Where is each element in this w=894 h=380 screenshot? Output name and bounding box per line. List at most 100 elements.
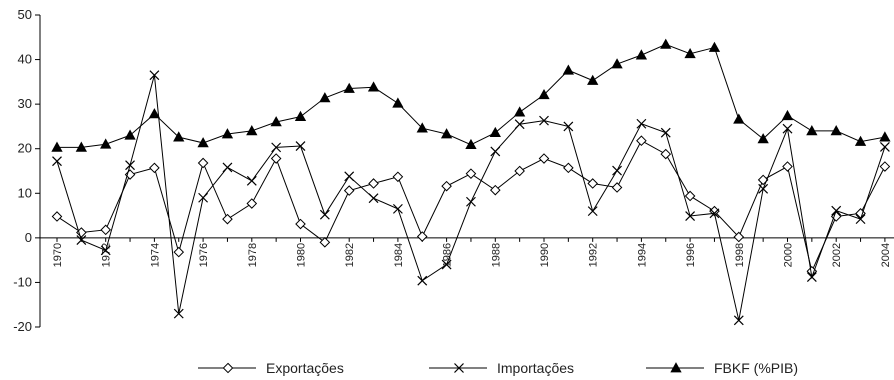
data-point-importacoes <box>806 272 817 283</box>
data-point-exportacoes <box>149 162 160 174</box>
data-point-importacoes <box>831 205 842 216</box>
x-tick-label: 1982 <box>344 243 356 267</box>
series-fbkf <box>51 38 891 152</box>
x-mark-stroke <box>319 209 330 220</box>
data-point-importacoes <box>782 123 793 134</box>
x-mark-stroke <box>758 183 769 194</box>
data-point-importacoes <box>271 142 282 153</box>
x-mark-stroke <box>222 162 233 173</box>
data-point-exportacoes <box>197 157 209 169</box>
x-axis: 1970 1972 1974 1976 1978 1980 1982 1984 1986 1988… <box>40 237 894 267</box>
data-point-importacoes <box>660 127 671 138</box>
x-mark-stroke <box>879 142 890 152</box>
data-point-exportacoes <box>563 162 574 174</box>
data-point-fbkf <box>440 128 453 139</box>
data-point-fbkf <box>465 138 477 150</box>
data-point-exportacoes <box>343 185 355 196</box>
data-point-exportacoes <box>660 148 672 160</box>
data-point-fbkf <box>489 126 501 138</box>
data-point-exportacoes <box>830 211 842 222</box>
data-point-fbkf <box>514 106 526 117</box>
data-point-exportacoes <box>514 165 525 177</box>
x-tick-label: 1994 <box>636 243 648 267</box>
data-point-fbkf <box>124 129 136 140</box>
data-point-importacoes <box>490 146 501 157</box>
legend-item-importacoes: Importações <box>429 360 574 376</box>
data-point-fbkf <box>416 122 428 133</box>
data-point-fbkf <box>879 131 891 142</box>
x-mark-stroke <box>454 363 464 373</box>
x-mark-stroke <box>636 118 647 129</box>
data-point-importacoes <box>612 165 622 176</box>
x-mark-stroke <box>149 70 160 81</box>
data-point-fbkf <box>538 88 550 100</box>
x-tick-label: 1980 <box>296 243 308 267</box>
data-point-fbkf <box>270 116 282 127</box>
data-point-importacoes <box>173 308 184 319</box>
data-point-exportacoes <box>611 182 623 193</box>
x-mark-stroke <box>685 211 696 221</box>
data-point-fbkf <box>587 74 599 85</box>
data-point-exportacoes <box>270 153 282 164</box>
data-point-importacoes <box>295 141 306 151</box>
x-mark-stroke <box>466 196 476 207</box>
data-point-importacoes <box>149 70 160 81</box>
y-tick-label: -10 <box>13 274 32 289</box>
y-axis: -20 -10 0 10 20 30 40 50 <box>13 7 41 334</box>
data-point-fbkf <box>635 49 648 60</box>
x-mark-stroke <box>173 308 184 319</box>
data-point-exportacoes <box>100 224 112 236</box>
data-point-importacoes <box>222 162 233 173</box>
data-point-fbkf <box>294 110 307 121</box>
series-importacoes-line <box>56 75 886 321</box>
data-point-fbkf <box>733 113 745 124</box>
data-point-fbkf <box>611 58 623 69</box>
legend: Exportações Importações FBKF (%PIB) <box>198 360 798 376</box>
data-point-fbkf <box>319 92 331 103</box>
data-point-exportacoes <box>587 178 599 189</box>
data-point-importacoes <box>198 192 209 203</box>
x-tick-label: 1976 <box>198 243 210 267</box>
x-mark-stroke <box>490 146 501 157</box>
data-point-importacoes <box>733 315 744 326</box>
x-mark-stroke <box>782 123 793 134</box>
x-mark-stroke <box>246 175 257 186</box>
data-point-fbkf <box>684 47 696 59</box>
data-point-exportacoes <box>51 211 63 222</box>
data-point-exportacoes <box>246 198 258 209</box>
data-point-importacoes <box>454 363 464 373</box>
x-tick-label: 1998 <box>734 243 746 267</box>
data-point-fbkf <box>806 125 818 136</box>
data-point-importacoes <box>125 160 135 171</box>
x-tick-label: 2002 <box>831 243 843 267</box>
data-point-importacoes <box>344 171 355 182</box>
data-point-importacoes <box>441 259 452 270</box>
x-mark-stroke <box>295 141 306 151</box>
x-tick-label: 1970 <box>52 243 64 267</box>
data-point-fbkf <box>562 64 574 75</box>
data-point-fbkf <box>781 109 794 121</box>
x-mark-stroke <box>417 275 428 286</box>
series-layer <box>51 38 891 326</box>
data-point-exportacoes <box>222 362 234 374</box>
x-tick-label: 1996 <box>685 243 697 267</box>
data-point-fbkf <box>670 362 682 373</box>
x-mark-stroke <box>76 235 87 246</box>
x-mark-stroke <box>392 203 403 214</box>
data-point-exportacoes <box>684 190 696 202</box>
x-mark-stroke <box>563 121 574 132</box>
data-point-importacoes <box>636 118 647 129</box>
data-point-fbkf <box>75 141 87 152</box>
y-tick-label: 40 <box>18 52 32 67</box>
data-point-importacoes <box>879 142 890 152</box>
data-point-importacoes <box>855 214 866 225</box>
x-tick-label: 2004 <box>880 243 892 267</box>
data-point-importacoes <box>76 235 87 246</box>
data-point-exportacoes <box>538 153 550 164</box>
data-point-exportacoes <box>636 135 647 146</box>
data-point-exportacoes <box>879 161 891 172</box>
x-tick-label: 1990 <box>539 243 551 267</box>
data-point-fbkf <box>660 38 672 49</box>
data-point-fbkf <box>51 141 63 152</box>
